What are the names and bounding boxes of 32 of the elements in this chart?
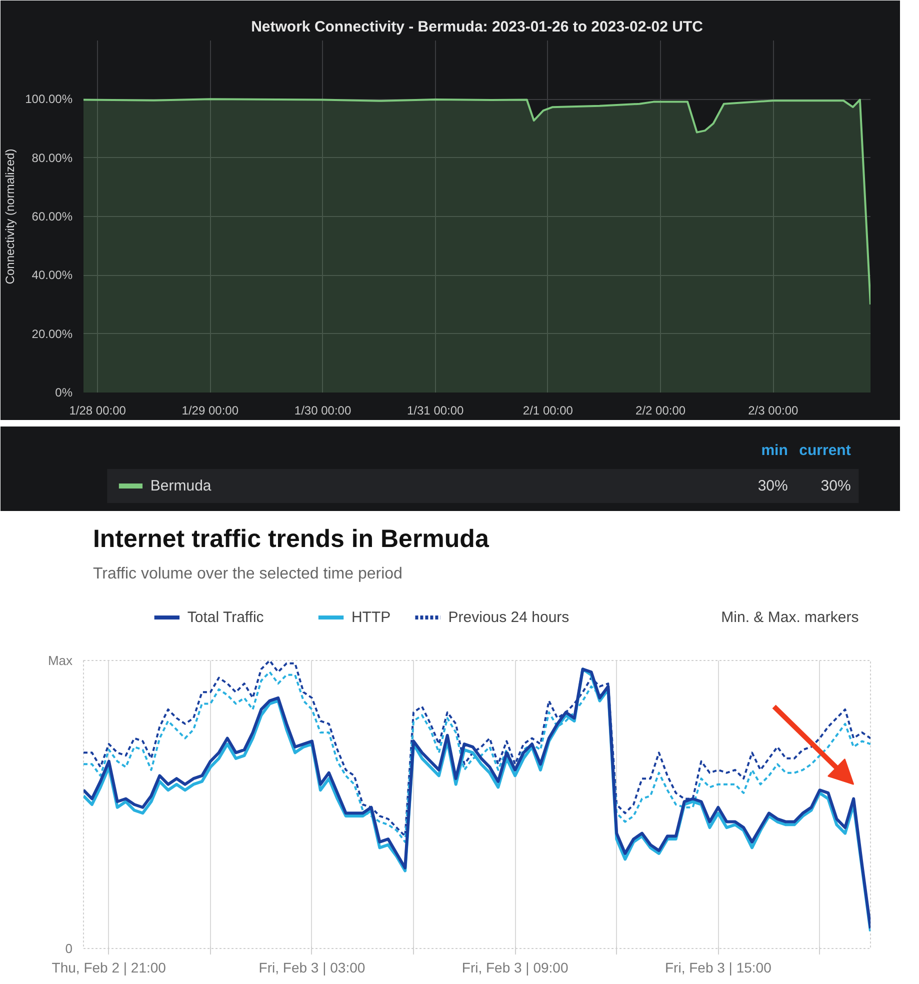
text: current [799,442,851,459]
y-tick-label: 100.00% [25,92,73,106]
x-tick-label: 1/30 00:00 [294,404,352,418]
x-tick-label: 1/31 00:00 [407,404,464,418]
x-tick-label: 1/28 00:00 [69,404,126,418]
y-axis-title: Connectivity (normalized) [3,148,18,284]
y-tick-label: 20.00% [32,326,73,341]
x-tick-label: 2/2 00:00 [636,404,686,418]
x-tick-label: Fri, Feb 3 | 09:00 [462,960,568,976]
legend-label: HTTP [351,609,391,626]
x-tick-label: 2/3 00:00 [748,404,798,418]
legend-label: Bermuda [150,478,212,494]
chart-title: Network Connectivity - Bermuda: 2023-01-26 to 2023-02-02 UTC [251,18,704,36]
y-tick-label: 40.00% [32,268,73,282]
text: Min. & Max. markers [721,609,859,626]
y-tick-label: 80.00% [32,150,73,165]
x-tick-label: 2/1 00:00 [522,404,574,418]
x-tick-label: Fri, Feb 3 | 03:00 [258,960,366,976]
y-tick-label: 0% [55,386,73,400]
chart-title: Internet traffic trends in Bermuda [92,524,490,553]
text: min [761,442,788,459]
text: 30% [820,478,851,494]
legend-label: Total Traffic [187,609,264,626]
chart-subtitle: Traffic volume over the selected time period [92,565,402,582]
text: 30% [758,478,788,494]
x-tick-label: 1/29 00:00 [182,404,239,418]
legend-label: Previous 24 hours [448,609,570,626]
text: Max [48,653,73,668]
y-tick-label: 60.00% [32,210,73,224]
x-tick-label: Thu, Feb 2 | 21:00 [52,960,166,976]
x-tick-label: Fri, Feb 3 | 15:00 [665,960,772,976]
text: 0 [65,941,73,956]
